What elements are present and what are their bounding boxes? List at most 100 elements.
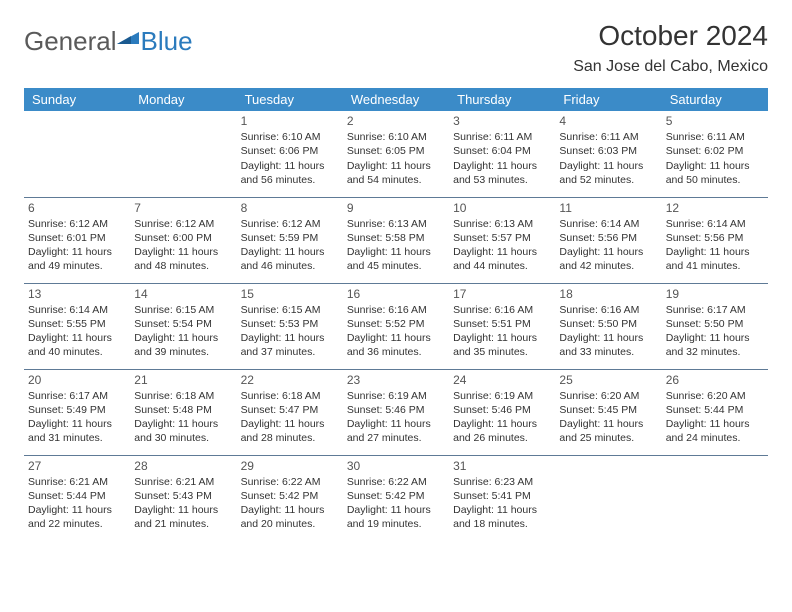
weekday-header: Friday (555, 88, 661, 111)
sunrise-text: Sunrise: 6:12 AM (134, 217, 232, 231)
day-number: 17 (453, 286, 551, 302)
calendar-day-cell: 6Sunrise: 6:12 AMSunset: 6:01 PMDaylight… (24, 197, 130, 283)
calendar-day-cell: 30Sunrise: 6:22 AMSunset: 5:42 PMDayligh… (343, 455, 449, 541)
calendar-day-cell: 14Sunrise: 6:15 AMSunset: 5:54 PMDayligh… (130, 283, 236, 369)
daylight-text: Daylight: 11 hours and 56 minutes. (241, 159, 339, 187)
sunrise-text: Sunrise: 6:16 AM (453, 303, 551, 317)
sunset-text: Sunset: 6:00 PM (134, 231, 232, 245)
day-number: 5 (666, 113, 764, 129)
calendar-week-row: 1Sunrise: 6:10 AMSunset: 6:06 PMDaylight… (24, 111, 768, 197)
calendar-day-cell: 3Sunrise: 6:11 AMSunset: 6:04 PMDaylight… (449, 111, 555, 197)
sunset-text: Sunset: 5:56 PM (559, 231, 657, 245)
daylight-text: Daylight: 11 hours and 28 minutes. (241, 417, 339, 445)
day-number: 12 (666, 200, 764, 216)
calendar-day-cell: 9Sunrise: 6:13 AMSunset: 5:58 PMDaylight… (343, 197, 449, 283)
daylight-text: Daylight: 11 hours and 26 minutes. (453, 417, 551, 445)
month-title: October 2024 (573, 20, 768, 52)
day-number: 2 (347, 113, 445, 129)
day-number: 24 (453, 372, 551, 388)
calendar-day-cell: 15Sunrise: 6:15 AMSunset: 5:53 PMDayligh… (237, 283, 343, 369)
sunset-text: Sunset: 5:42 PM (347, 489, 445, 503)
daylight-text: Daylight: 11 hours and 33 minutes. (559, 331, 657, 359)
daylight-text: Daylight: 11 hours and 42 minutes. (559, 245, 657, 273)
daylight-text: Daylight: 11 hours and 20 minutes. (241, 503, 339, 531)
calendar-week-row: 13Sunrise: 6:14 AMSunset: 5:55 PMDayligh… (24, 283, 768, 369)
weekday-header: Tuesday (237, 88, 343, 111)
day-number: 20 (28, 372, 126, 388)
sunset-text: Sunset: 6:01 PM (28, 231, 126, 245)
calendar-week-row: 20Sunrise: 6:17 AMSunset: 5:49 PMDayligh… (24, 369, 768, 455)
sunrise-text: Sunrise: 6:18 AM (241, 389, 339, 403)
sunrise-text: Sunrise: 6:14 AM (666, 217, 764, 231)
daylight-text: Daylight: 11 hours and 21 minutes. (134, 503, 232, 531)
weekday-header-row: Sunday Monday Tuesday Wednesday Thursday… (24, 88, 768, 111)
daylight-text: Daylight: 11 hours and 53 minutes. (453, 159, 551, 187)
calendar-day-cell: 7Sunrise: 6:12 AMSunset: 6:00 PMDaylight… (130, 197, 236, 283)
sunrise-text: Sunrise: 6:20 AM (666, 389, 764, 403)
daylight-text: Daylight: 11 hours and 37 minutes. (241, 331, 339, 359)
sunrise-text: Sunrise: 6:22 AM (347, 475, 445, 489)
sunset-text: Sunset: 5:45 PM (559, 403, 657, 417)
daylight-text: Daylight: 11 hours and 44 minutes. (453, 245, 551, 273)
sunrise-text: Sunrise: 6:11 AM (453, 130, 551, 144)
day-number: 28 (134, 458, 232, 474)
sunrise-text: Sunrise: 6:21 AM (28, 475, 126, 489)
daylight-text: Daylight: 11 hours and 27 minutes. (347, 417, 445, 445)
day-number: 26 (666, 372, 764, 388)
calendar-day-cell: 1Sunrise: 6:10 AMSunset: 6:06 PMDaylight… (237, 111, 343, 197)
sunrise-text: Sunrise: 6:18 AM (134, 389, 232, 403)
calendar-day-cell: 11Sunrise: 6:14 AMSunset: 5:56 PMDayligh… (555, 197, 661, 283)
calendar-day-cell: 17Sunrise: 6:16 AMSunset: 5:51 PMDayligh… (449, 283, 555, 369)
day-number: 14 (134, 286, 232, 302)
daylight-text: Daylight: 11 hours and 18 minutes. (453, 503, 551, 531)
sunrise-text: Sunrise: 6:15 AM (241, 303, 339, 317)
daylight-text: Daylight: 11 hours and 24 minutes. (666, 417, 764, 445)
daylight-text: Daylight: 11 hours and 32 minutes. (666, 331, 764, 359)
calendar-day-cell: 8Sunrise: 6:12 AMSunset: 5:59 PMDaylight… (237, 197, 343, 283)
calendar-day-cell: 29Sunrise: 6:22 AMSunset: 5:42 PMDayligh… (237, 455, 343, 541)
day-number: 30 (347, 458, 445, 474)
daylight-text: Daylight: 11 hours and 30 minutes. (134, 417, 232, 445)
day-number: 16 (347, 286, 445, 302)
sunrise-text: Sunrise: 6:12 AM (241, 217, 339, 231)
daylight-text: Daylight: 11 hours and 52 minutes. (559, 159, 657, 187)
calendar-day-cell: 20Sunrise: 6:17 AMSunset: 5:49 PMDayligh… (24, 369, 130, 455)
sunrise-text: Sunrise: 6:19 AM (347, 389, 445, 403)
daylight-text: Daylight: 11 hours and 50 minutes. (666, 159, 764, 187)
sunset-text: Sunset: 6:02 PM (666, 144, 764, 158)
daylight-text: Daylight: 11 hours and 31 minutes. (28, 417, 126, 445)
logo-text-blue: Blue (141, 26, 193, 57)
calendar-day-cell: 23Sunrise: 6:19 AMSunset: 5:46 PMDayligh… (343, 369, 449, 455)
calendar-day-cell: 19Sunrise: 6:17 AMSunset: 5:50 PMDayligh… (662, 283, 768, 369)
sunset-text: Sunset: 5:47 PM (241, 403, 339, 417)
day-number: 8 (241, 200, 339, 216)
daylight-text: Daylight: 11 hours and 36 minutes. (347, 331, 445, 359)
calendar-table: Sunday Monday Tuesday Wednesday Thursday… (24, 88, 768, 541)
calendar-day-cell (555, 455, 661, 541)
calendar-day-cell: 28Sunrise: 6:21 AMSunset: 5:43 PMDayligh… (130, 455, 236, 541)
daylight-text: Daylight: 11 hours and 25 minutes. (559, 417, 657, 445)
sunset-text: Sunset: 6:06 PM (241, 144, 339, 158)
day-number: 3 (453, 113, 551, 129)
sunset-text: Sunset: 5:56 PM (666, 231, 764, 245)
daylight-text: Daylight: 11 hours and 40 minutes. (28, 331, 126, 359)
sunrise-text: Sunrise: 6:23 AM (453, 475, 551, 489)
daylight-text: Daylight: 11 hours and 41 minutes. (666, 245, 764, 273)
sunset-text: Sunset: 5:54 PM (134, 317, 232, 331)
sunrise-text: Sunrise: 6:16 AM (559, 303, 657, 317)
sunrise-text: Sunrise: 6:14 AM (28, 303, 126, 317)
sunrise-text: Sunrise: 6:13 AM (347, 217, 445, 231)
calendar-day-cell: 10Sunrise: 6:13 AMSunset: 5:57 PMDayligh… (449, 197, 555, 283)
daylight-text: Daylight: 11 hours and 39 minutes. (134, 331, 232, 359)
sunrise-text: Sunrise: 6:21 AM (134, 475, 232, 489)
sunset-text: Sunset: 5:57 PM (453, 231, 551, 245)
sunset-text: Sunset: 5:51 PM (453, 317, 551, 331)
sunrise-text: Sunrise: 6:11 AM (559, 130, 657, 144)
weekday-header: Monday (130, 88, 236, 111)
sunset-text: Sunset: 5:43 PM (134, 489, 232, 503)
calendar-day-cell: 26Sunrise: 6:20 AMSunset: 5:44 PMDayligh… (662, 369, 768, 455)
location: San Jose del Cabo, Mexico (573, 58, 768, 76)
day-number: 19 (666, 286, 764, 302)
day-number: 22 (241, 372, 339, 388)
sunset-text: Sunset: 5:52 PM (347, 317, 445, 331)
